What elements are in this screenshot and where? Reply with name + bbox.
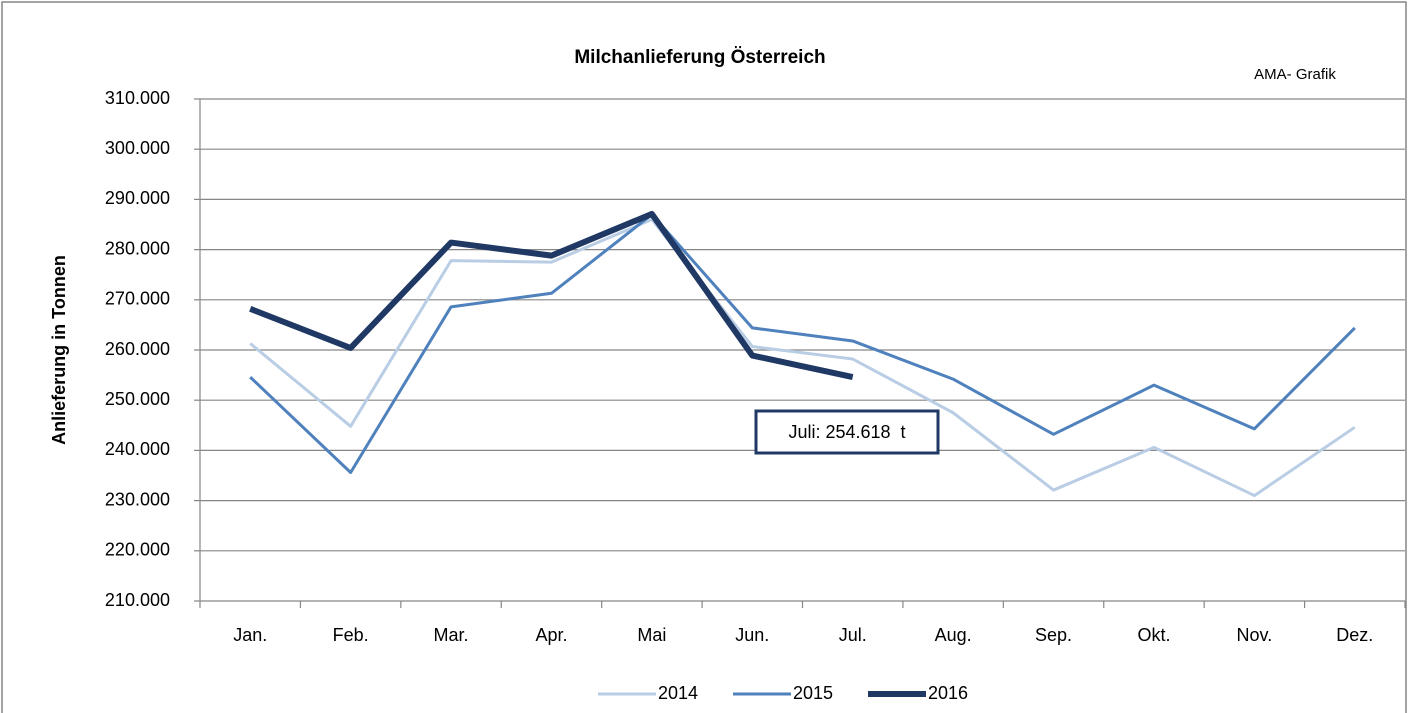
y-tick-label: 300.000 [105,138,170,158]
x-tick-label: Dez. [1336,625,1373,645]
x-tick-label: Okt. [1137,625,1170,645]
chart-title: Milchanlieferung Österreich [574,47,825,68]
y-tick-label: 310.000 [105,88,170,108]
x-tick-label: Mar. [434,625,469,645]
series-line [249,212,1356,474]
legend-label: 2014 [658,683,698,703]
x-tick-label: Aug. [935,625,972,645]
y-tick-label: 220.000 [105,540,170,560]
series-line [249,210,854,380]
x-tick-label: Feb. [333,625,369,645]
y-tick-label: 250.000 [105,389,170,409]
x-tick-label: Nov. [1237,625,1273,645]
x-tick-label: Sep. [1035,625,1072,645]
x-tick-label: Jan. [233,625,267,645]
y-axis-title: Anlieferung in Tonnen [49,255,69,445]
legend-label: 2015 [793,683,833,703]
x-tick-label: Apr. [535,625,567,645]
y-tick-label: 290.000 [105,188,170,208]
y-tick-label: 210.000 [105,590,170,610]
y-tick-label: 230.000 [105,489,170,509]
y-tick-label: 270.000 [105,289,170,309]
series-line [249,217,1356,498]
x-tick-label: Jul. [839,625,867,645]
y-tick-label: 240.000 [105,439,170,459]
annotation-box [754,409,940,455]
annotation-text: Juli: 254.618 t [788,422,905,442]
legend-label: 2016 [928,683,968,703]
x-tick-label: Jun. [735,625,769,645]
source-note: AMA- Grafik [1254,66,1336,83]
y-tick-label: 260.000 [105,339,170,359]
y-tick-label: 280.000 [105,238,170,258]
annotation: Juli: 254.618 t [754,409,940,455]
x-tick-label: Mai [637,625,666,645]
